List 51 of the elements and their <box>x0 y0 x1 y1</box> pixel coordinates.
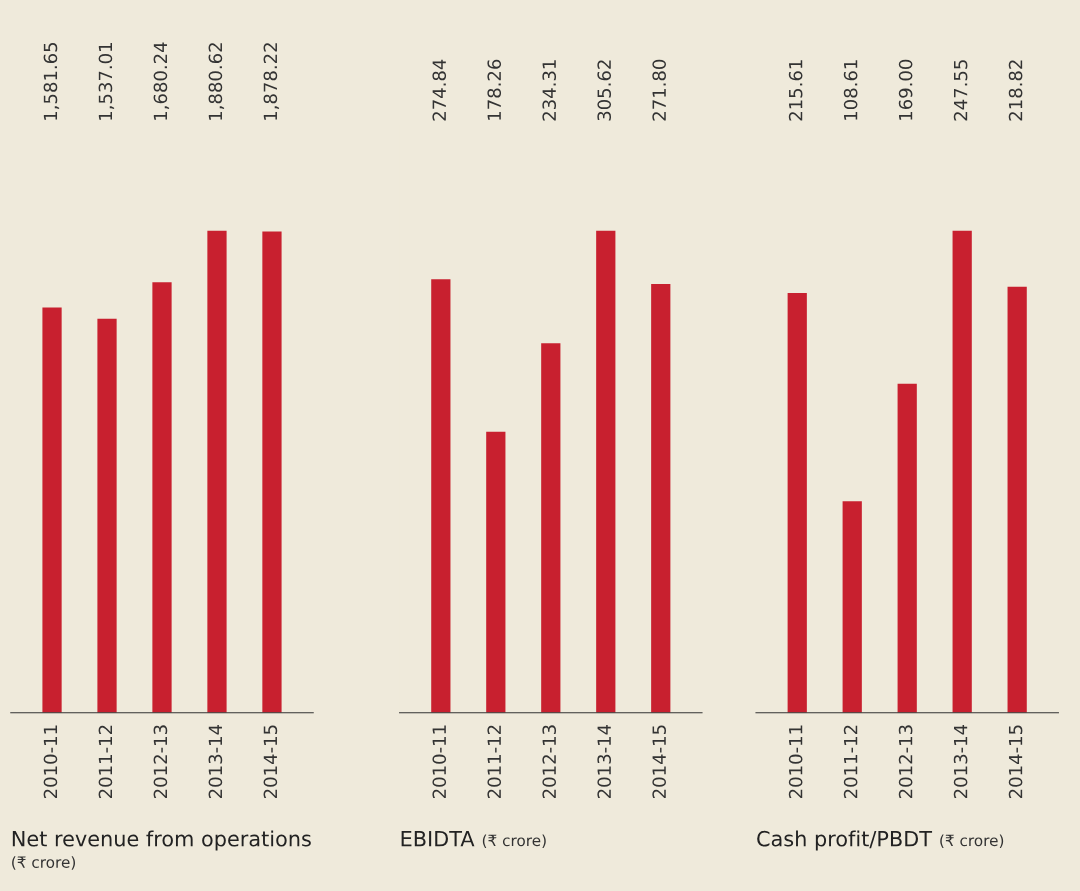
x-tick-label: 2011-12 <box>487 725 502 799</box>
bar <box>651 284 671 713</box>
x-tick-label: 2010-11 <box>432 725 447 799</box>
data-label: 218.82 <box>1008 60 1023 121</box>
data-label: 1,581.65 <box>43 42 60 120</box>
x-tick-label: 2014-15 <box>1008 725 1023 799</box>
x-tick-label: 2011-12 <box>843 725 858 799</box>
bar <box>541 343 561 713</box>
data-label: 1,878.22 <box>263 43 280 120</box>
bar <box>486 431 506 713</box>
bar <box>152 282 172 713</box>
data-label: 247.55 <box>953 60 968 121</box>
data-label: 271.80 <box>652 59 666 121</box>
text: EBIDTA <box>401 831 475 847</box>
bar <box>262 231 282 713</box>
data-label: 169.00 <box>898 59 913 120</box>
x-tick-label: 2010-11 <box>788 725 803 799</box>
x-tick-label: 2010-11 <box>43 725 58 799</box>
data-label: 178.26 <box>487 59 502 120</box>
bar <box>952 230 972 713</box>
bar <box>897 383 917 713</box>
bar <box>97 318 117 713</box>
x-tick-label: 2014-15 <box>263 725 278 799</box>
x-tick-label: 2013-14 <box>597 724 612 799</box>
text: (₹ crore) <box>12 856 76 870</box>
bar <box>431 279 451 713</box>
x-tick-label: 2012-13 <box>542 725 557 799</box>
data-label: 1,537.01 <box>98 43 115 120</box>
bar <box>842 501 862 713</box>
x-tick-label: 2014-15 <box>652 725 666 799</box>
x-tick-label: 2013-14 <box>953 724 968 799</box>
data-label: 1,880.62 <box>208 43 225 120</box>
bar <box>1007 286 1027 713</box>
bar <box>207 230 227 713</box>
text: Net revenue from operations <box>12 830 311 851</box>
data-label: 305.62 <box>597 60 612 121</box>
x-tick-label: 2012-13 <box>898 725 913 799</box>
x-tick-label: 2012-13 <box>153 725 168 799</box>
text: (₹ crore) <box>482 834 546 849</box>
bar <box>787 292 807 713</box>
bar <box>596 230 616 713</box>
text: (₹ crore) <box>940 834 1004 849</box>
data-label: 234.31 <box>542 60 557 121</box>
data-label: 108.61 <box>843 60 858 120</box>
bar <box>42 307 62 713</box>
x-tick-label: 2013-14 <box>208 724 223 799</box>
x-tick-label: 2011-12 <box>98 725 113 799</box>
data-label: 215.61 <box>788 60 803 121</box>
text: Cash profit/PBDT <box>757 830 933 851</box>
data-label: 274.84 <box>432 59 447 121</box>
data-label: 1,680.24 <box>153 42 170 120</box>
